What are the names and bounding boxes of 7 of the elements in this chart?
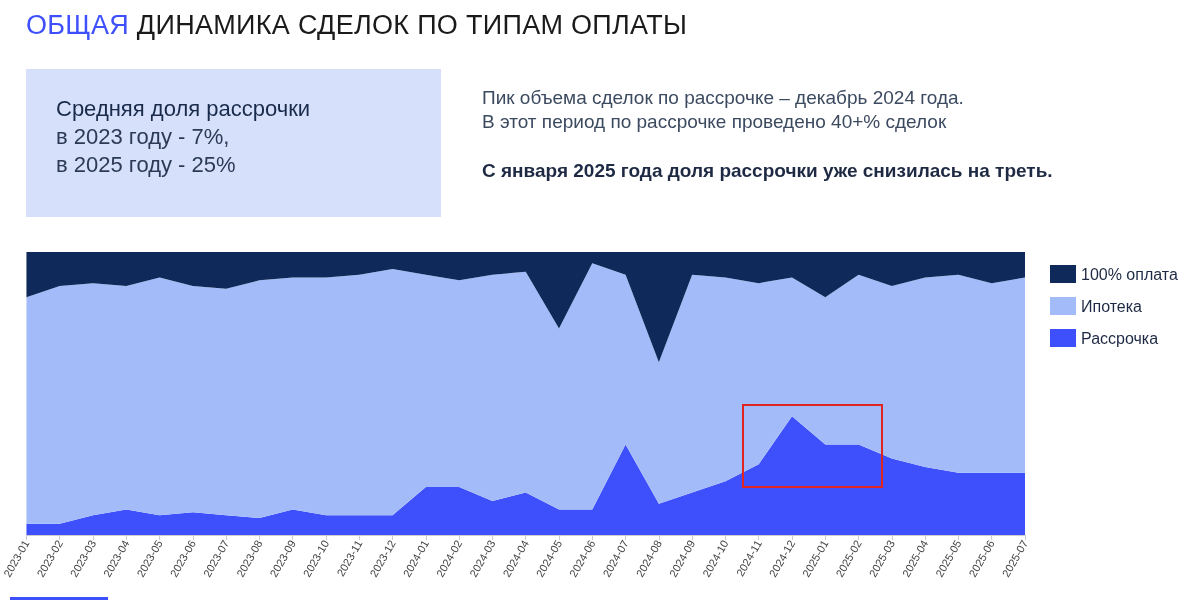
text: С января 2025 года доля рассрочки уже снизилась на треть. bbox=[482, 160, 1053, 182]
text: Средняя доля рассрочки в 2023 году - 7%, в 2025 году - 25% bbox=[56, 95, 312, 179]
legend-label: Рассрочка bbox=[1081, 329, 1159, 347]
chart-title: ОБЩАЯ ДИНАМИКА СДЕЛОК ПО ТИПАМ ОПЛАТЫ bbox=[26, 10, 688, 41]
text: Пик объема сделок по рассрочке – декабрь 2024 года. В этот период по рассрочке проведено 40+% сделок bbox=[482, 86, 964, 134]
legend-label: Ипотека bbox=[1081, 297, 1143, 315]
legend-label: 100% оплата bbox=[1081, 265, 1178, 283]
